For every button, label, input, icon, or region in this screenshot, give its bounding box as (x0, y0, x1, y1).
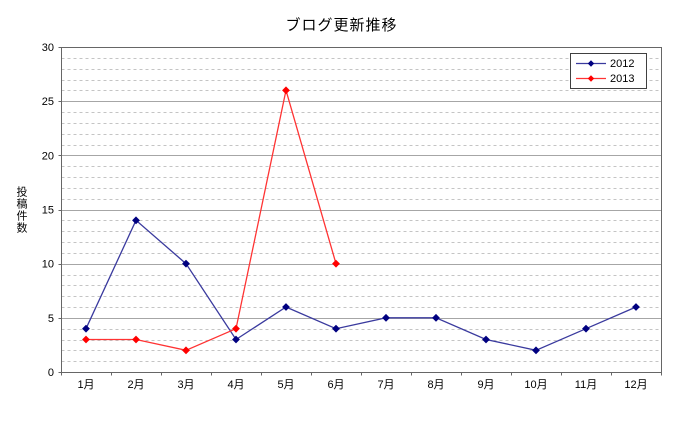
legend-entry-2013: 2013 (575, 73, 642, 85)
legend-key-diamond (587, 60, 595, 67)
legend-entry-2012: 2012 (575, 58, 642, 70)
series-2013-marker (82, 335, 90, 344)
x-tick-label: 10月 (524, 379, 547, 391)
series-2012-marker (632, 303, 640, 311)
series-2012-marker (582, 324, 590, 333)
series-2013-marker (182, 346, 190, 355)
y-tick-label: 0 (48, 367, 54, 379)
x-tick-label: 6月 (327, 379, 344, 391)
series-2012-marker (282, 303, 290, 311)
series-2013-marker (282, 86, 290, 95)
series-2012-marker (232, 335, 240, 344)
legend-2012-line-icon (576, 60, 606, 67)
series-2012-marker (382, 313, 390, 322)
series-2012-marker (482, 335, 490, 344)
y-tick-label: 20 (42, 150, 54, 162)
x-tick-label: 11月 (575, 379, 597, 391)
y-tick-label: 10 (42, 259, 54, 271)
series-2012-marker (432, 313, 440, 322)
series-2012-marker (132, 216, 140, 225)
x-tick-label: 2月 (127, 379, 144, 391)
legend: 2012 2013 (570, 53, 647, 89)
series-2013-marker (132, 335, 140, 344)
grid-layer (58, 47, 662, 376)
y-tick-label: 5 (48, 313, 54, 325)
chart-title: ブログ更新推移 (285, 17, 398, 34)
series-2012-marker (532, 346, 540, 355)
legend-2013-line-icon (576, 75, 606, 82)
series-2012-line (85, 219, 637, 351)
x-tick-label: 4月 (227, 379, 244, 391)
x-tick-label: 1月 (77, 379, 94, 391)
series-2013-marker (232, 324, 240, 333)
series-2012-marker (82, 324, 90, 333)
series-2013-marker (332, 259, 340, 268)
series-2013-line (86, 90, 337, 351)
y-tick-label: 25 (42, 96, 54, 108)
x-tick-label: 5月 (277, 379, 294, 391)
legend-key-diamond (587, 75, 595, 82)
y-tick-label: 30 (42, 42, 54, 54)
series-2012-marker (332, 324, 340, 333)
x-tick-label: 12月 (624, 379, 647, 391)
legend-label-2013: 2013 (610, 72, 635, 85)
x-tick-label: 7月 (377, 379, 394, 391)
legend-label-2012: 2012 (610, 57, 635, 70)
x-tick-label: 3月 (177, 379, 194, 391)
series-2012-marker (182, 259, 190, 268)
y-tick-label: 15 (42, 205, 54, 217)
x-tick-label: 8月 (427, 379, 444, 391)
y-axis-title: 投稿件数 (15, 186, 27, 234)
x-tick-label: 9月 (477, 379, 494, 391)
